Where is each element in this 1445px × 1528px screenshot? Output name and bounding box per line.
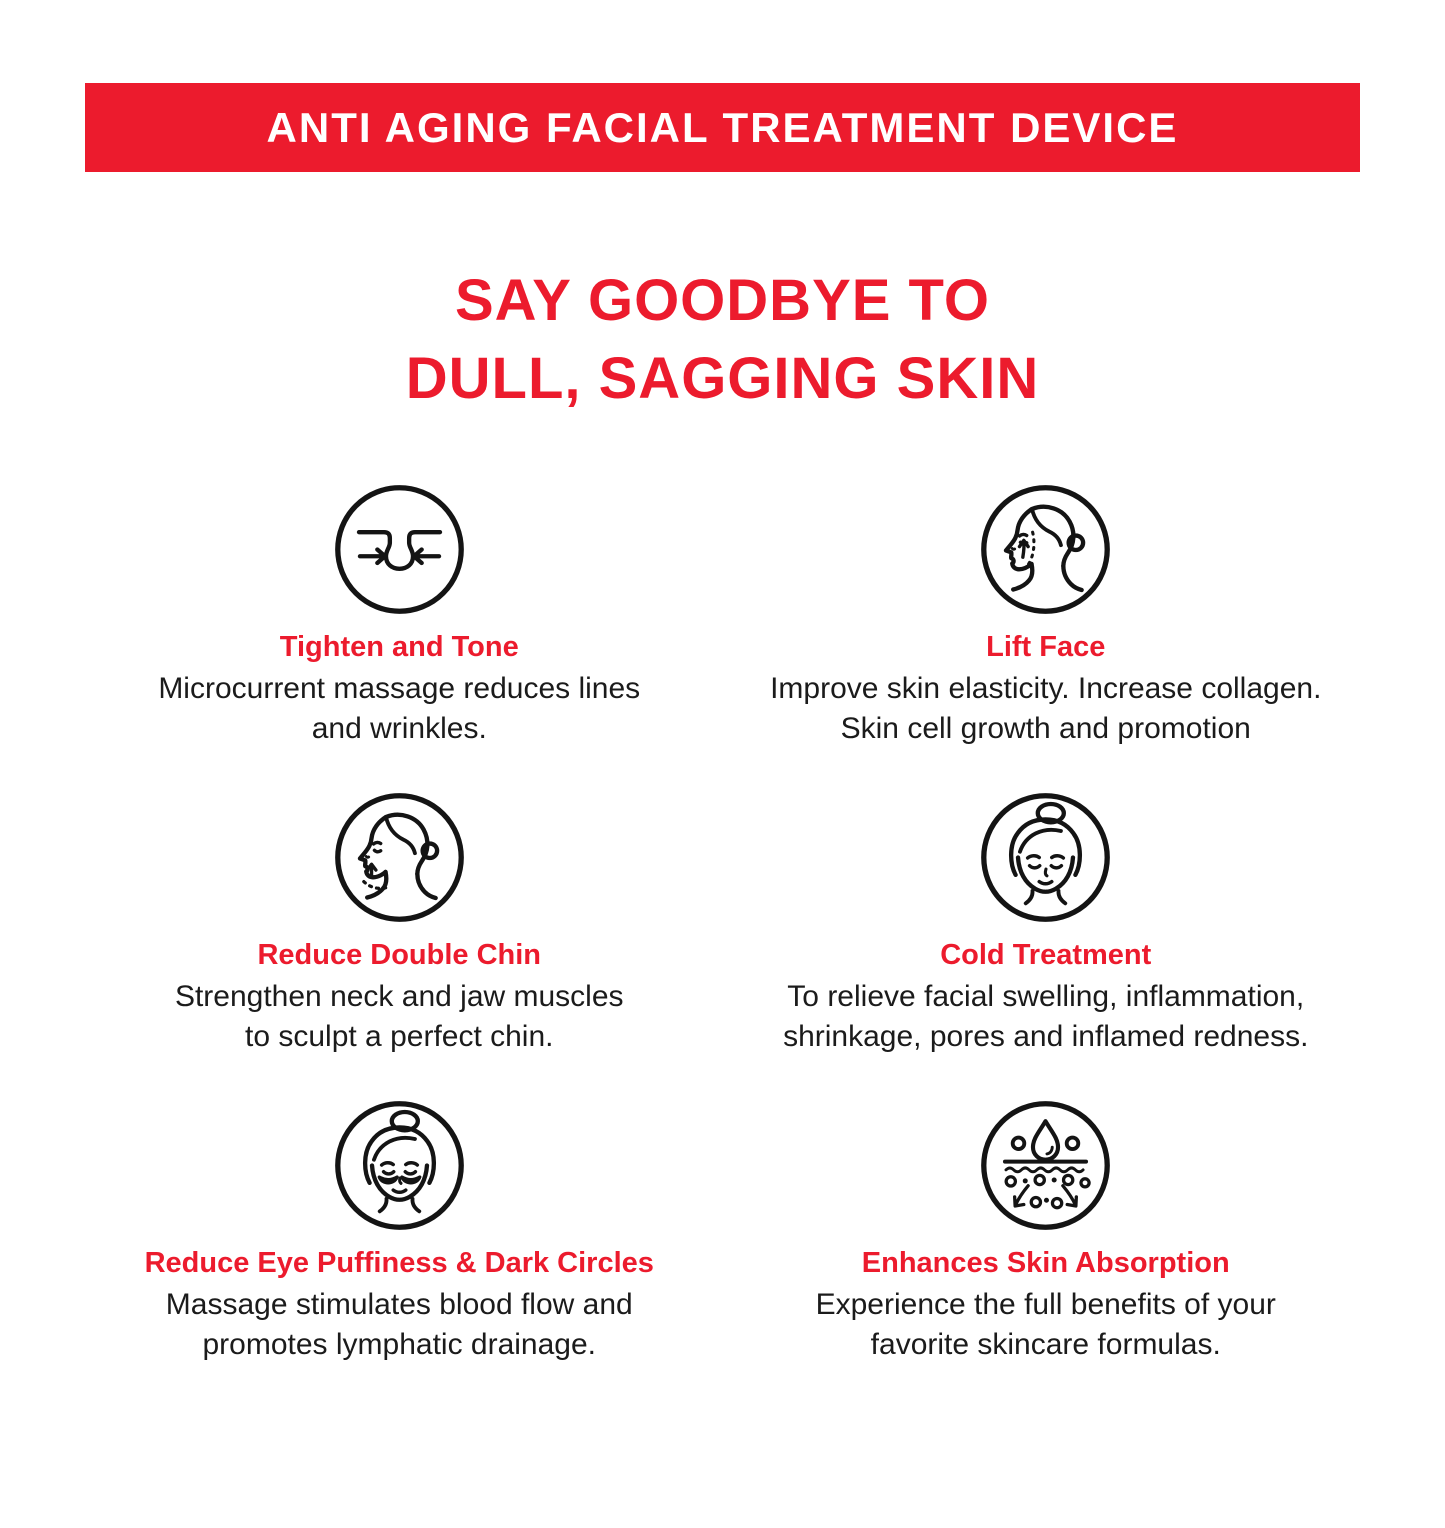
- feature-description: Massage stimulates blood flow and promot…: [165, 1288, 633, 1361]
- pore-tighten-icon: [334, 485, 464, 614]
- infographic-page: ANTI AGING FACIAL TREATMENT DEVICE SAY G…: [0, 83, 1445, 1528]
- feature-description: Improve skin elasticity. Increase collag…: [770, 672, 1322, 745]
- feature-title: Lift Face: [986, 631, 1106, 663]
- banner: ANTI AGING FACIAL TREATMENT DEVICE: [85, 83, 1360, 172]
- features-grid: Tighten and Tone Microcurrent massage re…: [88, 482, 1357, 1365]
- feature-enhances-skin-absorption: Enhances Skin Absorption Experience the …: [735, 1098, 1358, 1365]
- eye-patches-face-icon: [334, 1101, 464, 1230]
- feature-description: To relieve facial swelling, inflammation…: [783, 980, 1309, 1053]
- skin-absorption-icon: [981, 1101, 1111, 1230]
- banner-title: ANTI AGING FACIAL TREATMENT DEVICE: [266, 103, 1179, 151]
- face-lift-icon: [981, 485, 1111, 614]
- feature-description: Experience the full benefits of your fav…: [815, 1288, 1276, 1361]
- feature-title: Cold Treatment: [940, 939, 1152, 971]
- feature-title: Reduce Eye Puffiness & Dark Circles: [144, 1247, 654, 1279]
- feature-title: Enhances Skin Absorption: [861, 1247, 1230, 1279]
- double-chin-icon: [334, 793, 464, 922]
- feature-description: Microcurrent massage reduces lines and w…: [158, 672, 641, 745]
- cold-treatment-face-icon: [981, 793, 1111, 922]
- feature-lift-face: Lift Face Improve skin elasticity. Incre…: [735, 482, 1358, 749]
- feature-title: Reduce Double Chin: [257, 939, 542, 971]
- headline: SAY GOODBYE TO DULL, SAGGING SKIN: [405, 268, 1040, 411]
- feature-tighten-and-tone: Tighten and Tone Microcurrent massage re…: [88, 482, 711, 749]
- feature-description: Strengthen neck and jaw muscles to sculp…: [174, 980, 624, 1053]
- feature-reduce-eye-puffiness: Reduce Eye Puffiness & Dark Circles Mass…: [88, 1098, 711, 1365]
- feature-title: Tighten and Tone: [279, 631, 519, 663]
- feature-reduce-double-chin: Reduce Double Chin Strengthen neck and j…: [88, 790, 711, 1057]
- feature-cold-treatment: Cold Treatment To relieve facial swellin…: [735, 790, 1358, 1057]
